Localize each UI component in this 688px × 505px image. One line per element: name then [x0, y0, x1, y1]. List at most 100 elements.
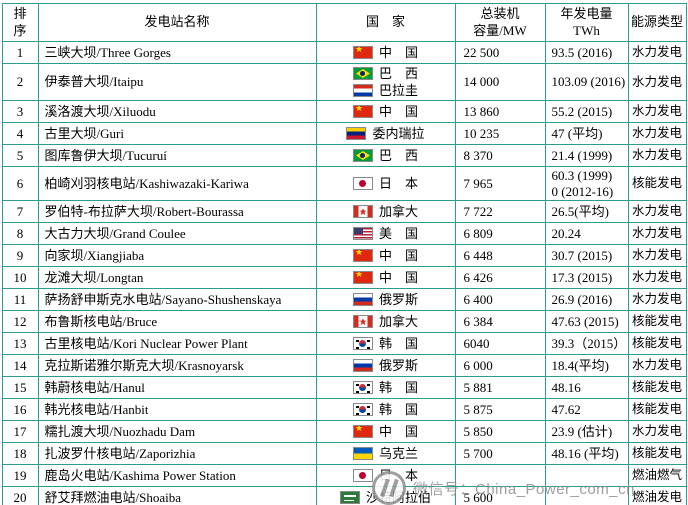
country-name: 中 国 [378, 44, 418, 60]
column-header: 发电站名称 [37, 3, 317, 42]
capacity-cell: 6040 [454, 332, 546, 356]
energy-type-cell: 水力发电 [627, 266, 687, 290]
capacity-cell: 5 875 [454, 398, 546, 422]
rank-cell: 3 [1, 100, 39, 123]
country-cell: 日 本 [315, 464, 456, 488]
flag-canada-icon [352, 315, 373, 329]
station-name-cell: 舒艾拜燃油电站/Shoaiba [37, 486, 317, 505]
country-name: 中 国 [378, 269, 418, 285]
station-name-cell: 克拉斯诺雅尔斯克大坝/Krasnoyarsk [37, 354, 317, 378]
country-cell: 沙特阿拉伯 [315, 486, 456, 505]
column-header: 总装机 容量/MW [454, 3, 546, 42]
power-stations-table: 排 序发电站名称国 家总装机 容量/MW 年发电量 TWh 能源类型 1 三峡大坝/T… [1, 3, 687, 505]
rank-cell: 18 [1, 442, 39, 466]
station-name-cell: 溪洛渡大坝/Xiluodu [37, 100, 317, 123]
station-name-cell: 鹿岛火电站/Kashima Power Station [37, 464, 317, 488]
station-name-cell: 龙滩大坝/Longtan [37, 266, 317, 290]
country-name: 中 国 [378, 103, 418, 119]
country-cell: 美 国 [315, 222, 456, 246]
country: 中 国 [319, 44, 453, 61]
generation-cell: 30.7 (2015) [544, 244, 629, 268]
table-row: 14 克拉斯诺雅尔斯克大坝/Krasnoyarsk 俄罗斯 6 000 18.4(平均)… [1, 354, 687, 378]
rank-cell: 12 [1, 310, 39, 334]
generation-cell [544, 464, 629, 488]
rank-cell: 10 [1, 266, 39, 290]
flag-russia-icon [352, 359, 373, 373]
column-header: 年发电量 TWh [544, 3, 629, 42]
energy-type-cell: 核能发电 [627, 332, 687, 356]
generation-cell: 93.5 (2016) [544, 41, 629, 64]
country-cell: 中 国 [315, 244, 456, 268]
country-cell: 巴 西 [315, 144, 456, 167]
flag-brazil-icon [352, 149, 373, 162]
country-cell: 中 国 [315, 266, 456, 290]
country: 加拿大 [319, 203, 453, 220]
country-cell: 韩 国 [315, 332, 456, 356]
rank-cell: 19 [1, 464, 39, 488]
station-name-cell: 柏崎刈羽核电站/Kashiwazaki-Kariwa [37, 165, 317, 202]
station-name-cell: 古里核电站/Kori Nuclear Power Plant [37, 332, 317, 356]
country-cell: 加拿大 [315, 200, 456, 224]
table-row: 19 鹿岛火电站/Kashima Power Station 日 本 燃油燃气 [1, 464, 687, 488]
table-row: 12 布鲁斯核电站/Bruce 加拿大 6 384 47.63 (2015) 核能发电 [1, 310, 687, 334]
rank-cell: 13 [1, 332, 39, 356]
rank-cell: 20 [1, 486, 39, 505]
energy-type-cell: 核能发电 [627, 310, 687, 334]
generation-cell: 20.24 [544, 222, 629, 246]
energy-type-cell: 核能发电 [627, 398, 687, 422]
energy-type-cell: 水力发电 [627, 122, 687, 145]
country: 巴 西 [319, 65, 453, 82]
country-name: 俄罗斯 [378, 357, 418, 373]
generation-cell: 18.4(平均) [544, 354, 629, 378]
table-row: 15 韩蔚核电站/Hanul 韩 国 5 881 48.16 核能发电 [1, 376, 687, 400]
energy-type-cell: 水力发电 [627, 288, 687, 312]
country-name: 日 本 [378, 175, 418, 191]
country: 沙特阿拉伯 [319, 489, 453, 505]
country-cell: 韩 国 [315, 398, 456, 422]
country: 韩 国 [319, 335, 453, 352]
country: 中 国 [319, 423, 453, 440]
capacity-cell [454, 464, 546, 488]
column-header: 排 序 [1, 3, 39, 42]
station-name-cell: 韩光核电站/Hanbit [37, 398, 317, 422]
page-root: 排 序发电站名称国 家总装机 容量/MW 年发电量 TWh 能源类型 1 三峡大坝/T… [0, 3, 688, 505]
station-name-cell: 萨扬舒申斯克水电站/Sayano-Shushenskaya [37, 288, 317, 312]
country: 巴拉圭 [319, 82, 453, 99]
capacity-cell: 8 370 [454, 144, 546, 167]
capacity-cell: 6 426 [454, 266, 546, 290]
capacity-cell: 6 400 [454, 288, 546, 312]
country-name: 巴 西 [378, 147, 418, 163]
country: 乌克兰 [319, 445, 453, 462]
country-name: 美 国 [378, 225, 418, 241]
country: 韩 国 [319, 379, 453, 396]
station-name-cell: 向家坝/Xiangjiaba [37, 244, 317, 268]
country-cell: 韩 国 [315, 376, 456, 400]
station-name-cell: 糯扎渡大坝/Nuozhadu Dam [37, 420, 317, 444]
flag-saudi-icon [339, 491, 360, 505]
country-name: 中 国 [378, 423, 418, 439]
flag-china-icon [352, 46, 373, 59]
flag-korea-icon [352, 381, 373, 395]
energy-type-cell: 水力发电 [627, 144, 687, 167]
country-name: 俄罗斯 [378, 291, 418, 307]
flag-china-icon [352, 249, 373, 263]
country-cell: 中 国 [315, 41, 456, 64]
capacity-cell: 10 235 [454, 122, 546, 145]
generation-cell: 21.4 (1999) [544, 144, 629, 167]
energy-type-cell: 水力发电 [627, 41, 687, 64]
rank-cell: 15 [1, 376, 39, 400]
flag-korea-icon [352, 403, 373, 417]
table-row: 5 图库鲁伊大坝/Tucuruí 巴 西 8 370 21.4 (1999) 水力发电 [1, 144, 687, 167]
country-name: 加拿大 [378, 313, 418, 329]
country-cell: 委内瑞拉 [315, 122, 456, 145]
header-row: 排 序发电站名称国 家总装机 容量/MW 年发电量 TWh 能源类型 [1, 3, 687, 42]
flag-korea-icon [352, 337, 373, 351]
rank-cell: 9 [1, 244, 39, 268]
capacity-cell: 5 850 [454, 420, 546, 444]
flag-china-icon [352, 105, 373, 118]
